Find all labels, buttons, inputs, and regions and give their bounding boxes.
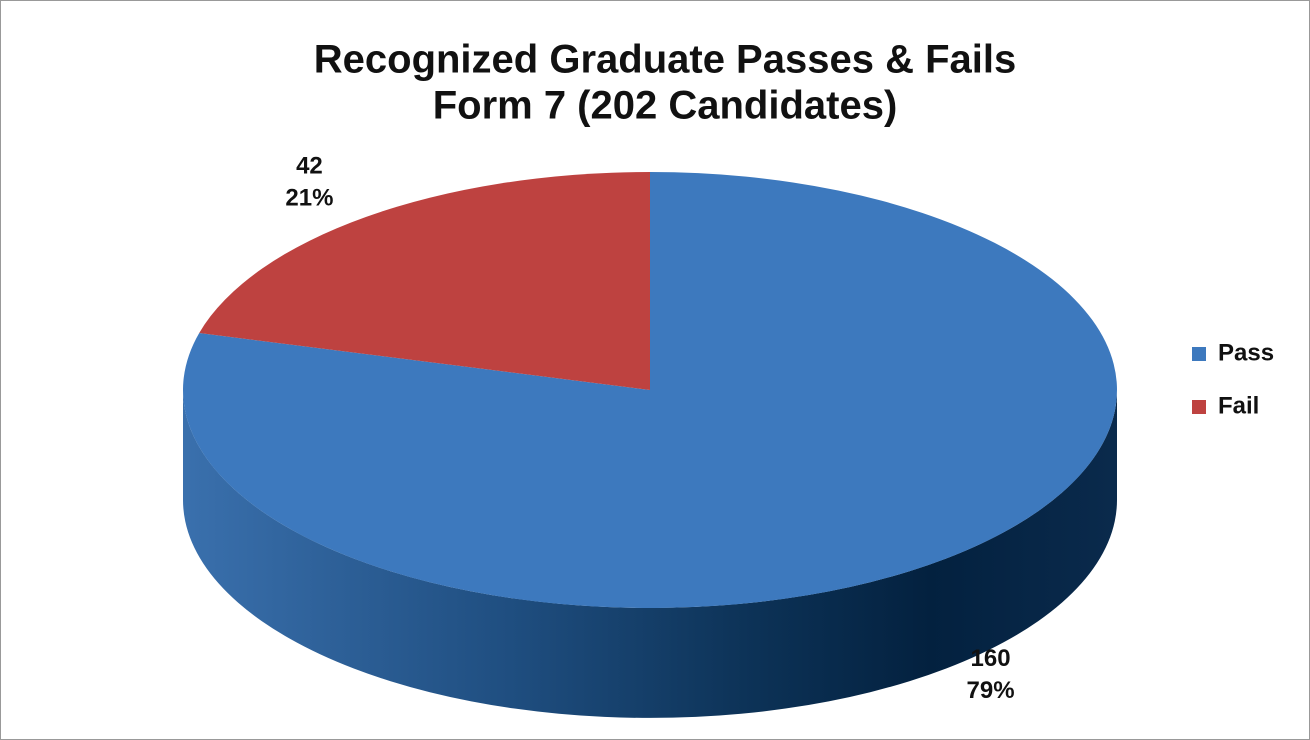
- chart-title: Recognized Graduate Passes & Fails: [314, 38, 1016, 82]
- legend-label: Pass: [1218, 339, 1274, 366]
- legend-swatch: [1192, 400, 1206, 414]
- data-label: 160: [971, 645, 1011, 672]
- percent-label: 79%: [967, 677, 1015, 704]
- data-label: 42: [296, 153, 323, 180]
- slice-side: [183, 390, 1117, 718]
- slice: [182, 172, 1117, 608]
- chart-subtitle: Form 7 (202 Candidates): [433, 84, 898, 128]
- percent-label: 21%: [285, 185, 333, 212]
- legend-label: Fail: [1218, 392, 1259, 419]
- legend-swatch: [1192, 347, 1206, 361]
- slice: [199, 172, 650, 390]
